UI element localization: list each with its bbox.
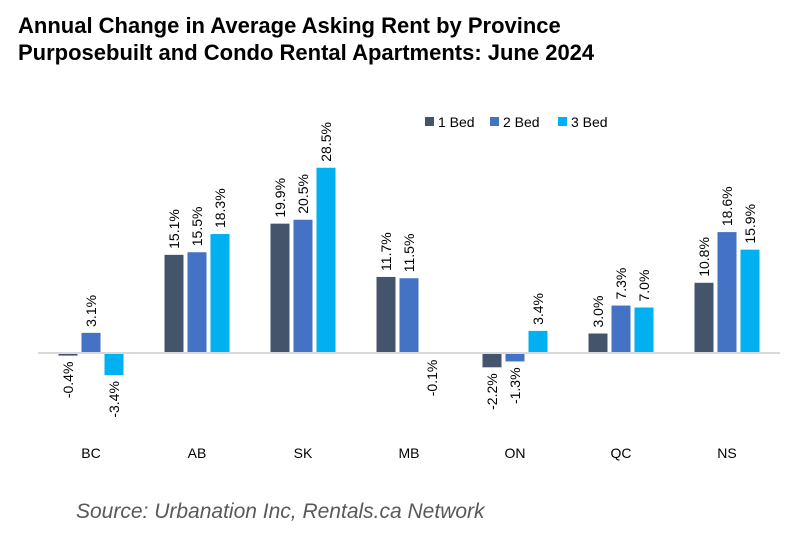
bar-ns-3-bed <box>740 249 760 353</box>
data-label-ns-2-bed: 18.6% <box>719 186 735 226</box>
bar-ab-2-bed <box>187 252 207 353</box>
legend-swatch-1-bed <box>425 117 434 126</box>
data-label-qc-2-bed: 7.3% <box>613 268 629 300</box>
bar-ab-1-bed <box>164 254 184 353</box>
data-label-ab-1-bed: 15.1% <box>166 209 182 249</box>
data-label-ns-1-bed: 10.8% <box>696 237 712 277</box>
bar-on-2-bed <box>505 353 525 362</box>
data-label-mb-3-bed: -0.1% <box>424 360 440 397</box>
bar-qc-3-bed <box>634 307 654 353</box>
chart-title: Annual Change in Average Asking Rent by … <box>18 13 561 38</box>
bar-ab-3-bed <box>210 234 230 353</box>
x-tick-label-ns: NS <box>717 445 736 461</box>
x-tick-label-on: ON <box>505 445 526 461</box>
data-label-bc-3-bed: -3.4% <box>106 381 122 418</box>
x-tick-label-bc: BC <box>81 445 100 461</box>
data-label-bc-1-bed: -0.4% <box>60 362 76 399</box>
legend-label-3-bed: 3 Bed <box>571 114 608 130</box>
data-label-sk-3-bed: 28.5% <box>318 122 334 162</box>
data-label-ab-2-bed: 15.5% <box>189 207 205 247</box>
bar-qc-2-bed <box>611 305 631 353</box>
data-label-sk-1-bed: 19.9% <box>272 178 288 218</box>
bar-ns-1-bed <box>694 282 714 353</box>
x-tick-label-mb: MB <box>399 445 420 461</box>
legend-label-1-bed: 1 Bed <box>438 114 475 130</box>
legend-swatch-2-bed <box>490 117 499 126</box>
chart-subtitle: Purposebuilt and Condo Rental Apartments… <box>18 40 595 65</box>
data-label-mb-1-bed: 11.7% <box>378 232 394 271</box>
bar-on-1-bed <box>482 353 502 368</box>
bar-on-3-bed <box>528 330 548 353</box>
bar-sk-1-bed <box>270 223 290 353</box>
data-label-on-1-bed: -2.2% <box>484 373 500 410</box>
data-label-ab-3-bed: 18.3% <box>212 188 228 228</box>
bar-qc-1-bed <box>588 333 608 353</box>
bar-ns-2-bed <box>717 232 737 353</box>
data-label-on-3-bed: 3.4% <box>530 293 546 325</box>
bar-bc-1-bed <box>58 353 78 356</box>
data-label-mb-2-bed: 11.5% <box>401 234 417 273</box>
data-label-ns-3-bed: 15.9% <box>742 204 758 244</box>
x-tick-label-ab: AB <box>188 445 207 461</box>
x-tick-label-sk: SK <box>294 445 313 461</box>
chart-title-block: Annual Change in Average Asking Rent by … <box>18 12 594 66</box>
data-label-qc-3-bed: 7.0% <box>636 270 652 302</box>
data-label-sk-2-bed: 20.5% <box>295 174 311 214</box>
x-tick-label-qc: QC <box>611 445 632 461</box>
bar-sk-2-bed <box>293 219 313 353</box>
data-label-qc-1-bed: 3.0% <box>590 296 606 328</box>
bar-mb-2-bed <box>399 278 419 353</box>
bar-sk-3-bed <box>316 167 336 353</box>
bar-bc-2-bed <box>81 332 101 353</box>
data-label-on-2-bed: -1.3% <box>507 367 523 404</box>
source-note: Source: Urbanation Inc, Rentals.ca Netwo… <box>76 500 485 523</box>
legend-swatch-3-bed <box>558 117 567 126</box>
legend-label-2-bed: 2 Bed <box>503 114 540 130</box>
bar-mb-1-bed <box>376 276 396 353</box>
bar-bc-3-bed <box>104 353 124 376</box>
data-label-bc-2-bed: 3.1% <box>83 295 99 327</box>
